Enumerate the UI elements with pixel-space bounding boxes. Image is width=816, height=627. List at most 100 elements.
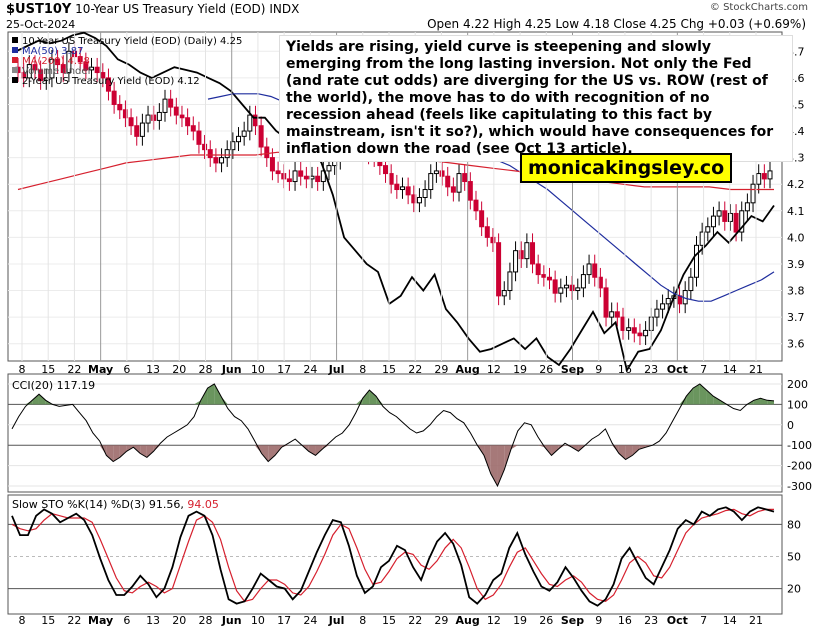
candle-body (513, 250, 519, 273)
candle-body (445, 175, 451, 188)
candle-body (275, 170, 281, 175)
cci-extreme-fill (511, 445, 518, 450)
candle-body (89, 66, 95, 71)
sto-y-tick-label: 20 (787, 583, 801, 596)
x-tick-label: 26 (539, 614, 553, 627)
candle-body (761, 173, 767, 180)
legend-entry: MA(50) 3.87 (22, 46, 83, 57)
x-tick-label: 22 (408, 614, 422, 627)
cci-y-tick-label: -300 (787, 480, 812, 493)
exchange-label: INDX (269, 2, 300, 16)
chart-title-row: $UST10Y 10-Year US Treasury Yield (EOD) … (6, 2, 299, 17)
x-tick-label: Sep (561, 614, 584, 627)
candle-body (405, 186, 411, 196)
candle-body (450, 186, 456, 193)
cci-y-tick-label: 0 (787, 419, 794, 432)
candle-body (394, 183, 400, 191)
sto-y-tick-label: 80 (787, 518, 801, 531)
x-tick-label: 15 (382, 363, 396, 376)
x-tick-label: Oct (667, 363, 688, 376)
candle-body (586, 263, 592, 276)
candle-body (750, 183, 756, 204)
legend-swatch (12, 47, 18, 53)
candle-body (546, 276, 552, 281)
x-tick-label: Jul (328, 363, 345, 376)
x-tick-label: 20 (172, 614, 186, 627)
x-tick-label: Aug (456, 363, 480, 376)
cci-extreme-fill (25, 400, 33, 405)
candle-body (60, 64, 66, 74)
x-tick-label: May (88, 614, 113, 627)
candle-body (179, 114, 185, 119)
cci-extreme-fill (113, 445, 120, 462)
candle-body (111, 90, 117, 105)
sto-panel-frame (7, 494, 783, 615)
x-tick-label: 14 (723, 363, 737, 376)
cci-extreme-fill (706, 390, 714, 405)
watermark-badge: monicakingsley.co (520, 153, 733, 183)
x-tick-label: 7 (700, 363, 707, 376)
ticker-symbol: $UST10Y (6, 2, 72, 17)
cci-extreme-fill (214, 384, 222, 405)
candle-body (202, 143, 208, 151)
candle-body (286, 178, 292, 183)
candle-body (422, 189, 428, 198)
sto-d-value: 94.05 (187, 498, 219, 511)
candle-body (428, 173, 434, 191)
x-tick-label: 17 (277, 614, 291, 627)
cci-extreme-fill (376, 396, 383, 405)
candle-body (677, 295, 683, 305)
candle-body (168, 98, 174, 108)
candle-body (456, 173, 462, 193)
candle-body (213, 157, 219, 164)
x-tick-label: 28 (199, 363, 213, 376)
candle-body (315, 175, 321, 183)
x-tick-label: 13 (146, 614, 160, 627)
cci-extreme-fill (369, 390, 377, 405)
candle-body (563, 284, 569, 289)
price-y-tick-label: 3.6 (787, 338, 805, 351)
cci-extreme-fill (551, 445, 559, 456)
candle-body (484, 226, 490, 238)
candle-body (479, 210, 485, 228)
x-tick-label: Oct (667, 614, 688, 627)
candle-body (710, 215, 716, 228)
cci-extreme-fill (767, 400, 774, 405)
candle-body (162, 98, 168, 113)
x-tick-label: 21 (749, 614, 763, 627)
x-tick-label: Jun (221, 363, 242, 376)
candle-body (241, 130, 247, 137)
candle-body (439, 170, 445, 177)
candle-body (303, 175, 309, 180)
cci-extreme-fill (261, 445, 269, 462)
cci-extreme-fill (537, 445, 545, 448)
x-tick-label: 14 (723, 614, 737, 627)
candle-body (298, 170, 304, 177)
candle-body (247, 114, 253, 132)
x-tick-label: 6 (123, 614, 130, 627)
cci-extreme-fill (686, 388, 694, 405)
x-tick-label: 16 (618, 363, 632, 376)
cci-extreme-fill (558, 445, 565, 450)
candle-body (739, 210, 745, 233)
legend-swatch (12, 77, 18, 83)
cci-extreme-fill (146, 445, 154, 458)
candle-body (94, 66, 100, 74)
candle-body (236, 135, 242, 143)
x-tick-label: 19 (513, 363, 527, 376)
candle-body (688, 276, 694, 292)
cci-panel-frame (7, 373, 783, 493)
cci-extreme-fill (484, 445, 491, 474)
x-tick-label: 17 (277, 363, 291, 376)
x-tick-label: 12 (487, 363, 501, 376)
cci-extreme-fill (32, 394, 39, 405)
candle-body (269, 157, 275, 172)
candle-body (665, 298, 671, 305)
x-tick-label: 23 (644, 363, 658, 376)
candle-body (609, 311, 615, 318)
x-tick-label: 28 (199, 614, 213, 627)
cci-title: CCI(20) 117.19 (12, 379, 95, 392)
candle-body (705, 226, 711, 233)
analysis-annotation: Yields are rising, yield curve is steepe… (279, 35, 793, 162)
x-tick-label: May (88, 363, 113, 376)
